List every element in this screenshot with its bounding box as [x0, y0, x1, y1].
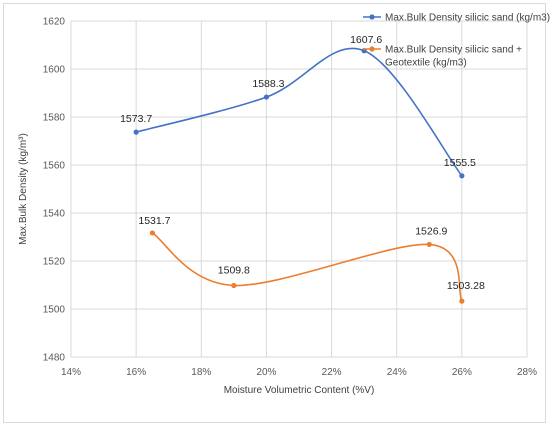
y-tick-label: 1620 [43, 17, 66, 28]
series-1: 1573.7 1588.3 1607.6 1555.5 [120, 34, 476, 179]
y-tick-label: 1580 [43, 113, 66, 124]
data-point [426, 241, 432, 248]
legend: Max.Bulk Density silicic sand (kg/m3) Max… [363, 13, 550, 69]
data-label: 1509.8 [218, 264, 250, 276]
x-tick-label: 14% [61, 367, 81, 378]
data-label: 1503.28 [447, 280, 485, 292]
data-label: 1555.5 [444, 157, 476, 169]
y-axis-ticks: 1480 1500 1520 1540 1560 1580 1600 1620 [43, 17, 66, 364]
data-label: 1531.7 [138, 215, 170, 227]
data-point [231, 282, 237, 289]
series-layer: 1573.7 1588.3 1607.6 1555.5 1531.7 1509.8 1526… [120, 34, 485, 304]
legend-swatch-marker [369, 46, 375, 52]
y-tick-label: 1560 [43, 161, 66, 172]
y-tick-label: 1500 [43, 305, 66, 316]
data-point [263, 94, 270, 100]
x-tick-label: 20% [256, 367, 276, 378]
y-axis-title: Max.Bulk Density (kg/m³) [18, 133, 29, 245]
x-tick-label: 22% [322, 367, 342, 378]
legend-swatch-marker [369, 14, 375, 20]
legend-label: Geotextile (kg/m3) [385, 58, 467, 69]
x-tick-label: 16% [126, 367, 146, 378]
legend-label: Max.Bulk Density silicic sand (kg/m3) [385, 13, 550, 24]
x-tick-label: 28% [517, 367, 537, 378]
x-tick-label: 24% [387, 367, 407, 378]
y-tick-label: 1520 [43, 257, 66, 268]
data-point [133, 129, 139, 135]
data-label: 1526.9 [415, 225, 447, 237]
data-label: 1607.6 [350, 34, 382, 46]
legend-item-1: Max.Bulk Density silicic sand (kg/m3) [363, 13, 550, 24]
data-point [459, 298, 465, 304]
data-label: 1573.7 [120, 113, 152, 125]
legend-label: Max.Bulk Density silicic sand + [385, 45, 522, 56]
y-tick-label: 1480 [43, 353, 66, 364]
legend-item-2: Max.Bulk Density silicic sand + Geotextil… [363, 45, 522, 69]
x-axis-ticks: 14% 16% 18% 20% 22% 24% 26% 28% [61, 367, 537, 378]
series-2: 1531.7 1509.8 1526.9 1503.28 [138, 215, 485, 304]
data-point [459, 173, 465, 179]
series-2-line [151, 232, 463, 302]
x-axis-title: Moisture Volumetric Content (%V) [224, 385, 375, 396]
x-tick-label: 26% [452, 367, 472, 378]
y-tick-label: 1600 [43, 65, 66, 76]
data-label: 1588.3 [252, 78, 284, 90]
data-point [149, 230, 156, 236]
grid [70, 20, 528, 358]
y-tick-label: 1540 [43, 209, 66, 220]
series-1-line [135, 47, 463, 177]
x-tick-label: 18% [191, 367, 211, 378]
